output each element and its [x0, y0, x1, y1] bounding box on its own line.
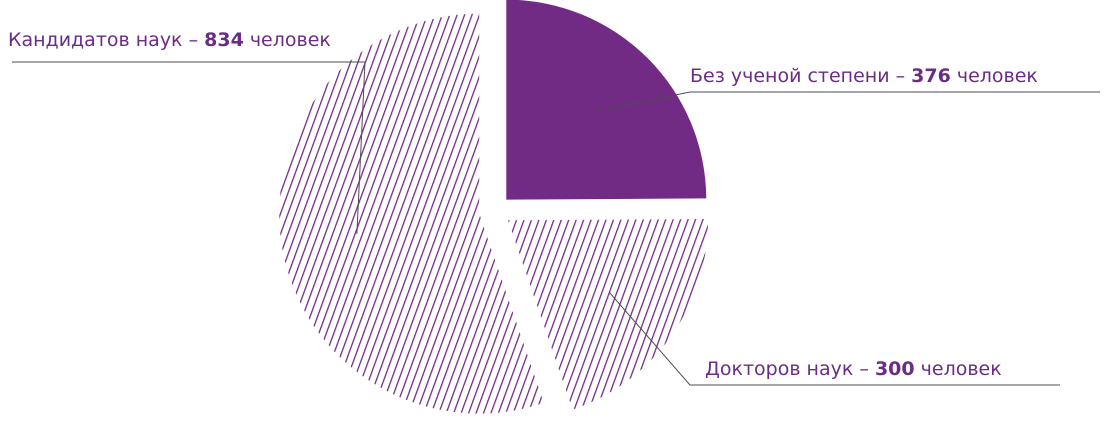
slice-label-candidates-suffix: человек — [243, 29, 331, 51]
leader-line-candidates — [12, 61, 366, 234]
leader-line-doctors — [608, 291, 1060, 386]
slice-label-no-degree: Без ученой степени – 376 человек — [690, 64, 1038, 88]
slice-label-doctors: Докторов наук – 300 человек — [705, 357, 1002, 381]
pie-slice-no-degree — [506, 0, 707, 200]
slice-label-no-degree-suffix: человек — [950, 65, 1038, 87]
pie-slice-doctors — [508, 219, 709, 410]
slice-label-doctors-suffix: человек — [914, 358, 1002, 380]
slice-value-doctors: 300 — [874, 358, 915, 380]
slice-value-no-degree: 376 — [911, 65, 951, 87]
slice-value-candidates: 834 — [204, 29, 244, 51]
slice-label-candidates: Кандидатов наук – 834 человек — [8, 28, 331, 52]
slice-label-candidates-prefix: Кандидатов наук – — [8, 29, 205, 51]
pie-slice-candidates — [279, 13, 544, 414]
slice-label-doctors-prefix: Докторов наук – — [705, 358, 875, 380]
slice-label-no-degree-prefix: Без ученой степени – — [690, 65, 912, 87]
leader-line-no-degree — [593, 91, 1100, 113]
